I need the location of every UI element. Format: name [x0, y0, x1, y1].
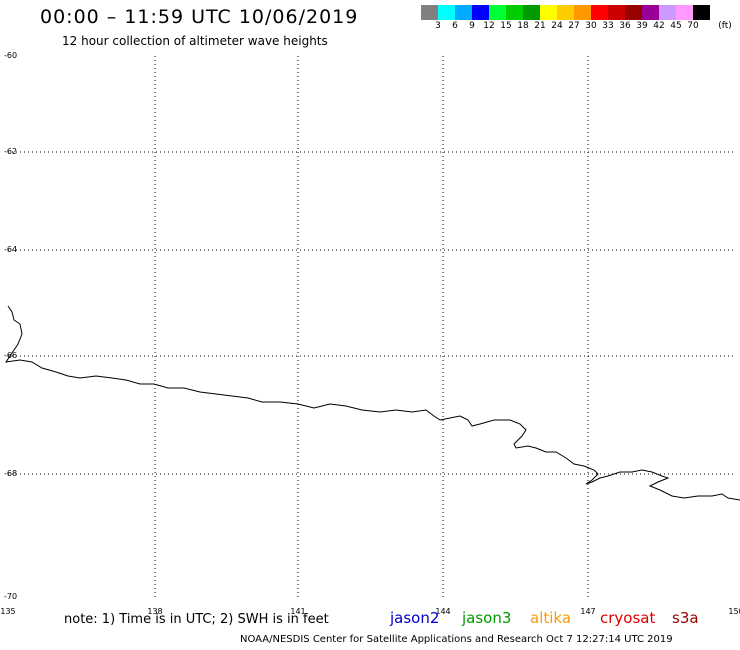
latitude-label: -66 — [4, 351, 18, 360]
color-swatch — [506, 5, 523, 20]
color-swatch — [574, 5, 591, 20]
color-scale-label: 15 — [500, 21, 512, 31]
color-swatch — [693, 5, 710, 20]
color-swatch — [659, 5, 676, 20]
color-swatch — [438, 5, 455, 20]
antarctic-coastline — [4, 305, 740, 501]
color-swatch — [489, 5, 506, 20]
latitude-label: -70 — [4, 592, 18, 601]
legend-cryosat: cryosat — [600, 609, 656, 627]
color-scale-label: 3 — [435, 21, 441, 31]
color-scale-label: 27 — [568, 21, 580, 31]
color-scale-label: 24 — [551, 21, 563, 31]
color-scale-unit: (ft) — [718, 21, 732, 31]
color-scale-label: 70 — [687, 21, 699, 31]
color-scale-label: 12 — [483, 21, 495, 31]
color-scale-label: 42 — [653, 21, 665, 31]
longitude-label: 141 — [290, 607, 306, 616]
color-scale-label: 21 — [534, 21, 546, 31]
credit-line: NOAA/NESDIS Center for Satellite Applica… — [240, 634, 673, 645]
color-scale-label: 45 — [670, 21, 682, 31]
color-swatch — [523, 5, 540, 20]
longitude-label: 135 — [0, 607, 16, 616]
color-scale-label: 9 — [469, 21, 475, 31]
color-swatch — [625, 5, 642, 20]
latitude-label: -62 — [4, 147, 18, 156]
color-scale-label: 33 — [602, 21, 614, 31]
longitude-label: 138 — [147, 607, 163, 616]
latitude-label: -60 — [4, 51, 18, 60]
color-swatch — [472, 5, 489, 20]
color-scale-label: 30 — [585, 21, 597, 31]
color-swatch — [540, 5, 557, 20]
color-swatch — [421, 5, 438, 20]
color-swatch — [455, 5, 472, 20]
legend-jason2: jason2 — [390, 609, 440, 627]
longitude-label: 150 — [728, 607, 740, 616]
color-swatch — [608, 5, 625, 20]
legend-s3a: s3a — [672, 609, 699, 627]
color-swatch — [676, 5, 693, 20]
color-scale-label: 18 — [517, 21, 529, 31]
longitude-label: 144 — [435, 607, 451, 616]
color-swatch — [642, 5, 659, 20]
longitude-label: 147 — [580, 607, 596, 616]
legend-jason3: jason3 — [462, 609, 512, 627]
color-scale-label: 39 — [636, 21, 648, 31]
footer-note: note: 1) Time is in UTC; 2) SWH is in fe… — [64, 612, 329, 627]
grid-lines — [8, 56, 736, 600]
color-swatch — [591, 5, 608, 20]
color-scale-labels: 3 6 9 12 15 18 21 24 27 30 33 36 39 42 45 70 (ft) — [421, 21, 740, 35]
latitude-label: -64 — [4, 245, 18, 254]
color-scale-label: 36 — [619, 21, 631, 31]
color-scale-label: 6 — [452, 21, 458, 31]
color-swatch — [557, 5, 574, 20]
map-title: 00:00 – 11:59 UTC 10/06/2019 — [40, 6, 359, 28]
color-scale — [421, 5, 710, 20]
map-subtitle: 12 hour collection of altimeter wave hei… — [62, 34, 328, 48]
latitude-label: -68 — [4, 469, 18, 478]
legend-altika: altika — [530, 609, 572, 627]
